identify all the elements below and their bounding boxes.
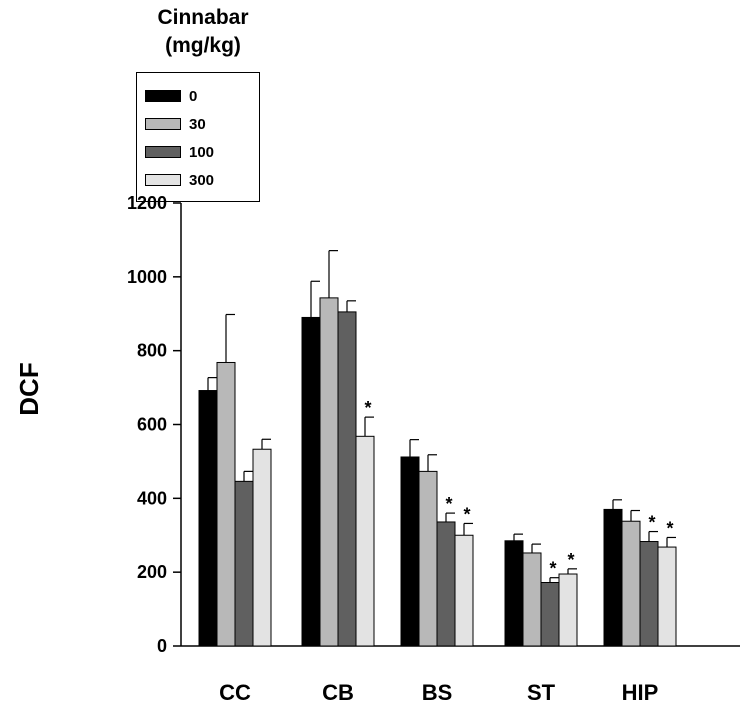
x-tick-label: HIP (622, 680, 659, 705)
legend-label: 0 (189, 87, 198, 105)
significance-marker: * (463, 504, 470, 524)
x-tick-label: ST (527, 680, 556, 705)
y-tick-label: 400 (137, 488, 167, 508)
bar (522, 552, 542, 647)
significance-marker: * (567, 550, 574, 570)
legend-item: 0 (145, 87, 197, 105)
significance-marker: * (648, 513, 655, 533)
legend-title: Cinnabar (mg/kg) (128, 4, 278, 60)
significance-marker: * (549, 559, 556, 579)
significance-marker: * (364, 398, 371, 418)
legend-swatch (145, 146, 181, 158)
bar (337, 311, 357, 647)
legend-item: 30 (145, 115, 206, 133)
y-tick-label: 600 (137, 415, 167, 435)
bar (657, 546, 677, 647)
legend: 0 30 100 300 (136, 72, 260, 202)
y-tick-label: 200 (137, 562, 167, 582)
legend-swatch (145, 118, 181, 130)
significance-marker: * (445, 494, 452, 514)
legend-item: 100 (145, 143, 214, 161)
x-tick-label: CC (219, 680, 251, 705)
legend-item: 300 (145, 171, 214, 189)
y-tick-label: 0 (157, 636, 167, 656)
significance-marker: * (666, 518, 673, 538)
legend-swatch (145, 90, 181, 102)
bar (418, 470, 438, 647)
bar (558, 573, 578, 647)
legend-label: 300 (189, 171, 215, 189)
bar (540, 582, 560, 647)
legend-title-line-2: (mg/kg) (165, 34, 241, 57)
bar (301, 316, 321, 647)
legend-label: 100 (189, 143, 215, 161)
bar (621, 520, 641, 647)
x-tick-label: BS (422, 680, 453, 705)
y-tick-label: 1000 (127, 267, 167, 287)
y-tick-label: 800 (137, 341, 167, 361)
bar (198, 390, 218, 647)
x-tick-label: CB (322, 680, 354, 705)
bar (319, 297, 339, 647)
bar (355, 435, 375, 647)
bar (504, 540, 524, 647)
bar (639, 541, 659, 647)
legend-swatch (145, 174, 181, 186)
bar (252, 448, 272, 647)
y-axis-label: DCF (14, 362, 44, 415)
bar (454, 534, 474, 647)
bar (234, 480, 254, 647)
bar (400, 456, 420, 647)
legend-label: 30 (189, 115, 206, 133)
bar (216, 361, 236, 647)
y-tick-label: 1200 (127, 193, 167, 213)
legend-title-line-1: Cinnabar (157, 6, 249, 29)
bar (603, 508, 623, 647)
bar (436, 521, 456, 647)
